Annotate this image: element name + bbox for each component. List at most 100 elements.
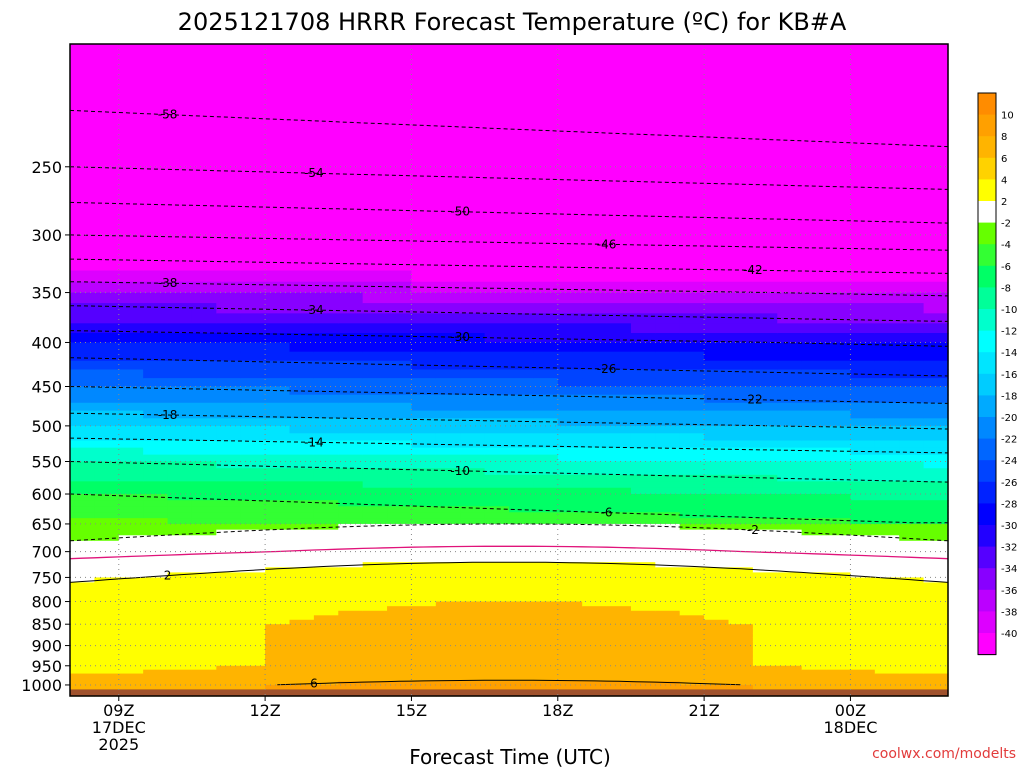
heatmap-cell xyxy=(216,402,242,412)
heatmap-cell xyxy=(899,151,925,168)
heatmap-cell xyxy=(143,386,169,396)
heatmap-cell xyxy=(143,677,169,682)
heatmap-cell xyxy=(752,577,778,583)
heatmap-cell xyxy=(752,487,778,495)
heatmap-cell xyxy=(606,684,632,690)
heatmap-cell xyxy=(777,119,803,137)
heatmap-cell xyxy=(167,461,193,469)
heatmap-cell xyxy=(557,135,583,153)
heatmap-cell xyxy=(826,601,852,607)
heatmap-cell xyxy=(582,323,608,334)
heatmap-cell xyxy=(191,270,217,283)
heatmap-cell xyxy=(874,577,900,583)
heatmap-cell xyxy=(655,481,681,489)
heatmap-cell xyxy=(167,657,193,663)
heatmap-cell xyxy=(582,677,608,682)
heatmap-cell xyxy=(411,665,437,671)
heatmap-cell xyxy=(655,418,681,427)
heatmap-cell xyxy=(435,447,461,456)
heatmap-cell xyxy=(826,369,852,379)
heatmap-cell xyxy=(509,535,534,542)
heatmap-cell xyxy=(630,628,656,634)
heatmap-cell xyxy=(143,632,169,638)
heatmap-cell xyxy=(387,135,413,153)
heatmap-cell xyxy=(777,468,803,476)
heatmap-cell xyxy=(289,394,315,404)
heatmap-cell xyxy=(94,369,120,379)
heatmap-cell xyxy=(655,551,681,558)
heatmap-cell xyxy=(387,454,413,463)
heatmap-cell xyxy=(313,512,339,519)
heatmap-cell xyxy=(216,523,242,531)
heatmap-cell xyxy=(484,535,510,542)
heatmap-cell xyxy=(313,369,339,379)
contour-line xyxy=(69,305,949,322)
colorbar-label: -16 xyxy=(1001,370,1017,381)
heatmap-cell xyxy=(216,661,242,667)
heatmap-cell xyxy=(484,247,510,260)
heatmap-cell xyxy=(557,684,583,690)
heatmap-cell xyxy=(191,665,217,671)
heatmap-cell xyxy=(826,303,852,314)
heatmap-cell xyxy=(216,135,242,153)
heatmap-cell xyxy=(338,461,364,469)
heatmap-cell xyxy=(679,624,705,630)
heatmap-cell xyxy=(118,323,144,334)
heatmap-cell xyxy=(874,313,900,324)
heatmap-cell xyxy=(704,487,730,495)
heatmap-cell xyxy=(435,615,461,621)
heatmap-cell xyxy=(752,151,778,168)
heatmap-cell xyxy=(874,369,900,379)
heatmap-cell xyxy=(70,572,95,579)
heatmap-cell xyxy=(923,166,949,183)
heatmap-cell xyxy=(313,669,339,675)
heatmap-cell xyxy=(557,181,583,197)
heatmap-cell xyxy=(387,665,413,671)
heatmap-cell xyxy=(411,669,437,675)
heatmap-cell xyxy=(289,653,315,659)
heatmap-cell xyxy=(509,665,534,671)
heatmap-cell xyxy=(362,222,388,236)
heatmap-cell xyxy=(630,546,656,553)
heatmap-cell xyxy=(94,181,120,197)
heatmap-cell xyxy=(801,615,827,621)
heatmap-cell xyxy=(533,512,559,519)
heatmap-cell xyxy=(313,378,339,388)
heatmap-cell xyxy=(557,523,583,531)
heatmap-cell xyxy=(679,632,705,638)
heatmap-cell xyxy=(606,351,632,362)
heatmap-cell xyxy=(606,551,632,558)
heatmap-cell xyxy=(728,518,754,525)
heatmap-cell xyxy=(606,632,632,638)
heatmap-cell xyxy=(777,101,803,120)
heatmap-cell xyxy=(70,661,95,667)
heatmap-cell xyxy=(728,500,754,507)
heatmap-cell xyxy=(874,360,900,371)
heatmap-cell xyxy=(70,209,95,223)
heatmap-cell xyxy=(704,500,730,507)
heatmap-cell xyxy=(533,461,559,469)
heatmap-cell xyxy=(216,259,242,272)
heatmap-cell xyxy=(411,529,437,536)
heatmap-cell xyxy=(679,500,705,507)
heatmap-cell xyxy=(533,546,559,553)
heatmap-cell xyxy=(899,292,925,304)
heatmap-cell xyxy=(704,577,730,583)
heatmap-cell xyxy=(143,577,169,583)
heatmap-cell xyxy=(826,410,852,419)
heatmap-cell xyxy=(70,535,95,542)
heatmap-cell xyxy=(582,624,608,630)
heatmap-cell xyxy=(850,500,876,507)
heatmap-cell xyxy=(118,592,144,598)
heatmap-cell xyxy=(216,487,242,495)
heatmap-cell xyxy=(387,523,413,531)
heatmap-cell xyxy=(143,433,169,442)
heatmap-cell xyxy=(240,615,266,621)
heatmap-cell xyxy=(899,529,925,536)
heatmap-cell xyxy=(460,628,486,634)
heatmap-cell xyxy=(313,645,339,651)
heatmap-cell xyxy=(265,657,291,663)
heatmap-cell xyxy=(118,665,144,671)
heatmap-cell xyxy=(679,641,705,647)
heatmap-cell xyxy=(509,83,534,103)
